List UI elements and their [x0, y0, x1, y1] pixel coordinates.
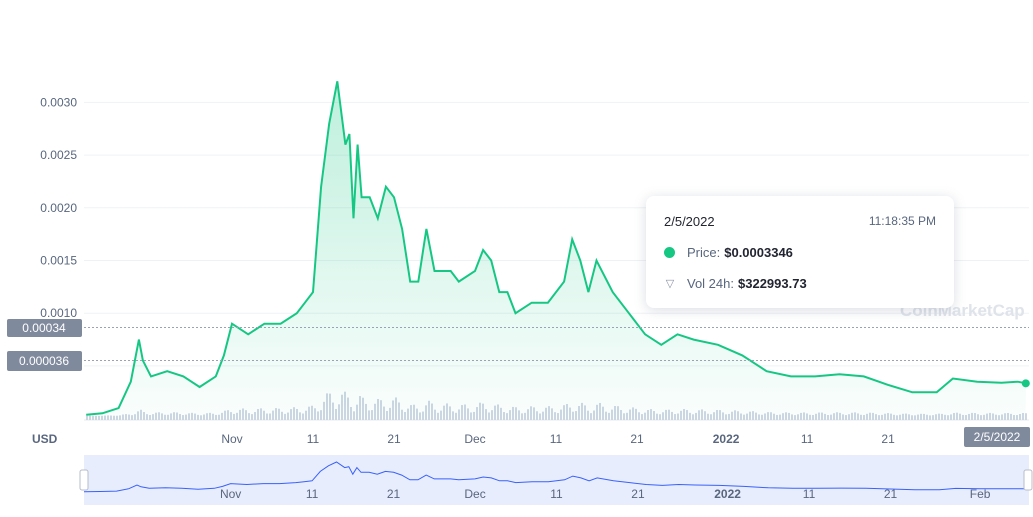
navigator-line [83, 461, 1030, 493]
x-axis-ticks: Nov 11 21 Dec 11 21 2022 11 21 [221, 432, 895, 446]
y-tick-label: 0.0010 [40, 306, 77, 320]
navigator-tick-label: 21 [631, 487, 645, 501]
y-tick-label: 0.0025 [40, 148, 77, 162]
navigator-tick-label: 11 [306, 487, 319, 501]
tooltip-date: 2/5/2022 [664, 214, 715, 229]
x-tick-label: Nov [221, 432, 242, 446]
x-tick-label: 11 [550, 432, 563, 446]
navigator-tick-label: 21 [387, 487, 401, 501]
y-tick-label: 0.0020 [40, 201, 77, 215]
navigator-handle-right[interactable] [1023, 469, 1033, 491]
x-tick-label: 21 [881, 432, 895, 446]
current-price-dot [1021, 379, 1030, 388]
svg-text:0.000036: 0.000036 [19, 354, 69, 368]
tooltip-volume-value: $322993.73 [738, 276, 807, 291]
x-tick-label: 21 [630, 432, 644, 446]
y-tick-label: 0.0030 [40, 95, 77, 109]
navigator-tick-label: Nov [220, 487, 241, 501]
min-price-tag: 0.000036 [7, 351, 82, 371]
x-tick-label: 2022 [713, 432, 740, 446]
y-tick-label: 0.0015 [40, 254, 77, 268]
svg-text:2/5/2022: 2/5/2022 [974, 430, 1021, 444]
x-tick-label: 11 [307, 432, 320, 446]
navigator-tick-label: Feb [970, 487, 991, 501]
navigator-tick-label: 2022 [714, 487, 741, 501]
tooltip-time: 11:18:35 PM [868, 214, 936, 228]
range-navigator[interactable]: Nov 11 21 Dec 11 21 2022 11 21 Feb [79, 455, 1033, 505]
navigator-handle-left[interactable] [79, 469, 89, 491]
price-tooltip: 2/5/2022 11:18:35 PM Price: $0.0003346 ▽… [646, 196, 954, 308]
tooltip-price-label: Price: [687, 245, 721, 260]
price-line [86, 81, 1026, 416]
navigator-tick-label: 11 [550, 487, 563, 501]
current-price-tag: 0.00034 [7, 319, 82, 337]
navigator-ticks: Nov 11 21 Dec 11 21 2022 11 21 Feb [220, 487, 991, 501]
price-area [86, 81, 1026, 421]
volume-bar [1025, 413, 1027, 420]
tooltip-volume-label: Vol 24h: [687, 276, 734, 291]
x-tick-label: 21 [387, 432, 401, 446]
x-tick-label: 11 [801, 432, 814, 446]
x-tick-label: Dec [464, 432, 485, 446]
navigator-tick-label: Dec [464, 487, 485, 501]
date-tag: 2/5/2022 [964, 427, 1030, 447]
price-dot-icon [664, 247, 675, 258]
volume-shield-icon: ▽ [665, 278, 675, 290]
navigator-tick-label: 21 [884, 487, 898, 501]
navigator-tick-label: 11 [803, 487, 816, 501]
tooltip-price-value: $0.0003346 [724, 245, 793, 260]
currency-label: USD [32, 432, 58, 446]
svg-text:0.00034: 0.00034 [22, 321, 66, 335]
